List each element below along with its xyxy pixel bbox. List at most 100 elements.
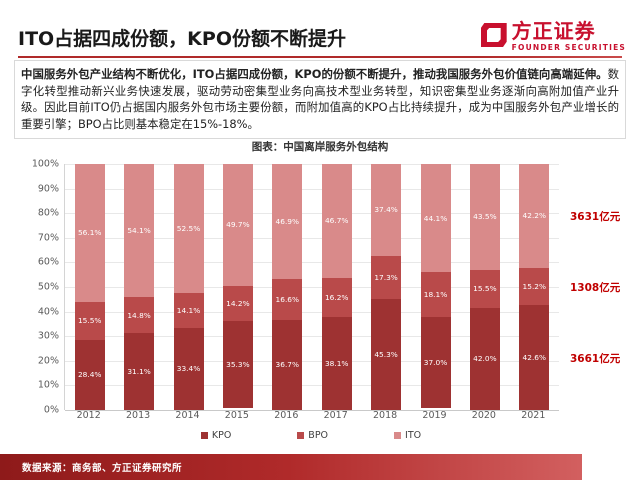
segment-kpo[interactable]: 36.7% [272, 319, 303, 410]
y-axis-tick: 70% [37, 232, 59, 244]
segment-kpo[interactable]: 31.1% [124, 333, 155, 410]
segment-kpo[interactable]: 37.0% [420, 317, 451, 409]
segment-ito[interactable]: 43.5% [469, 164, 500, 270]
segment-kpo[interactable]: 28.4% [74, 340, 105, 410]
footer-corner [582, 454, 640, 480]
segment-kpo[interactable]: 38.1% [321, 317, 352, 410]
segment-bpo[interactable]: 17.3% [371, 256, 402, 299]
y-axis-tick: 10% [37, 379, 59, 391]
legend-item-kpo[interactable]: KPO [200, 430, 232, 441]
bar-2014[interactable]: 52.5% 14.1% 33.4% [173, 164, 204, 410]
x-axis-tick: 2020 [471, 410, 496, 421]
segment-bpo[interactable]: 14.1% [173, 293, 204, 328]
segment-ito[interactable]: 46.9% [272, 164, 303, 280]
segment-value-label: 15.5% [77, 316, 102, 326]
segment-value-label: 43.5% [473, 212, 497, 222]
segment-kpo[interactable]: 35.3% [222, 321, 253, 408]
segment-bpo[interactable]: 16.2% [321, 277, 352, 318]
bar-2012[interactable]: 56.1% 15.5% 28.4% [74, 164, 105, 410]
segment-ito[interactable]: 49.7% [222, 164, 253, 287]
segment-value-label: 49.7% [226, 220, 250, 230]
gridline [65, 360, 559, 362]
segment-ito[interactable]: 56.1% [74, 164, 105, 302]
y-axis-tick: 90% [37, 183, 59, 195]
y-axis-tick: 60% [37, 256, 59, 268]
legend-item-bpo[interactable]: BPO [297, 430, 328, 441]
x-axis-tick: 2016 [274, 410, 299, 421]
y-axis-tick: 20% [37, 355, 59, 367]
logo-wordmark: 方正证券 FOUNDER SECURITIES [512, 21, 626, 52]
segment-bpo[interactable]: 15.2% [519, 267, 550, 306]
segment-value-label: 14.8% [127, 310, 151, 320]
y-axis-tick: 30% [37, 330, 59, 342]
page-title: ITO占据四成份额，KPO份额不断提升 [18, 28, 346, 50]
segment-bpo[interactable]: 14.2% [222, 286, 253, 322]
segment-value-label: 15.2% [522, 281, 547, 291]
x-axis-tick: 2012 [76, 410, 101, 421]
segment-bpo[interactable]: 15.5% [469, 269, 500, 308]
segment-value-label: 15.5% [473, 284, 497, 294]
logo-text-en: FOUNDER SECURITIES [511, 42, 626, 52]
segment-value-label: 46.7% [324, 216, 349, 226]
segment-bpo[interactable]: 18.1% [420, 272, 451, 317]
y-axis-tick: 100% [31, 158, 59, 170]
segment-value-label: 14.2% [226, 299, 250, 308]
legend-swatch-icon [200, 432, 208, 439]
x-axis-tick: 2015 [224, 410, 249, 421]
segment-kpo[interactable]: 42.0% [469, 307, 500, 410]
segment-ito[interactable]: 46.7% [321, 164, 352, 278]
segment-value-label: 35.3% [226, 359, 250, 369]
segment-bpo[interactable]: 16.6% [272, 279, 303, 320]
bar-2013[interactable]: 54.1% 14.8% 31.1% [124, 164, 155, 410]
summary-paragraph-box: 中国服务外包产业结构不断优化，ITO占据四成份额，KPO的份额不断提升，推动我国… [14, 60, 626, 139]
summary-lead: 中国服务外包产业结构不断优化，ITO占据四成份额，KPO的份额不断提升，推动我国… [21, 67, 608, 81]
segment-value-label: 42.2% [522, 211, 547, 221]
bar-2016[interactable]: 46.9% 16.6% 36.7% [272, 164, 303, 410]
gridline [65, 336, 559, 338]
segment-kpo[interactable]: 42.6% [519, 305, 550, 410]
segment-kpo[interactable]: 45.3% [371, 298, 402, 410]
bar-2019[interactable]: 44.1% 18.1% 37.0% [420, 164, 451, 410]
annotation-kpo: 3661亿元 [570, 352, 621, 365]
bar-2021[interactable]: 42.2% 15.2% 42.6% [519, 164, 550, 410]
segment-value-label: 37.0% [423, 357, 448, 367]
segment-bpo[interactable]: 15.5% [74, 302, 105, 341]
segment-value-label: 31.1% [127, 367, 151, 377]
stacked-bar-chart: 100% 90% 80% 70% 60% 50% 40% 30% 20% 10% 0% 56.1% 15… [22, 158, 621, 458]
segment-value-label: 37.4% [374, 205, 398, 215]
annotation-bpo: 1308亿元 [570, 281, 621, 294]
bar-2020[interactable]: 43.5% 15.5% 42.0% [469, 164, 500, 410]
segment-value-label: 33.4% [176, 364, 201, 374]
chart-caption: 图表：中国离岸服务外包结构 [251, 141, 389, 153]
source-note: 数据来源：商务部、方正证券研究所 [22, 463, 183, 474]
segment-ito[interactable]: 42.2% [519, 164, 550, 268]
segment-value-label: 38.1% [324, 358, 349, 368]
segment-value-label: 44.1% [423, 213, 448, 223]
segment-ito[interactable]: 52.5% [173, 164, 204, 294]
y-axis-tick: 40% [37, 306, 59, 318]
legend-item-ito[interactable]: ITO [394, 430, 421, 441]
annotation-ito: 3631亿元 [570, 210, 621, 223]
bar-2018[interactable]: 37.4% 17.3% 45.3% [371, 164, 402, 410]
summary-rest: 数字化转型推动新兴业务快速发展，驱动劳动密集型业务向高技术型业务转型，知识密集型… [21, 67, 619, 131]
legend-swatch-icon [394, 432, 402, 439]
chart-legend: KPO BPO ITO [64, 430, 558, 441]
segment-value-label: 46.9% [275, 216, 300, 226]
segment-ito[interactable]: 54.1% [124, 164, 155, 298]
legend-label: KPO [211, 430, 232, 441]
company-logo: 方正证券 FOUNDER SECURITIES [480, 16, 626, 56]
bar-2017[interactable]: 46.7% 16.2% 38.1% [321, 164, 352, 410]
segment-bpo[interactable]: 14.8% [124, 297, 155, 334]
gridline [65, 237, 559, 239]
segment-ito[interactable]: 44.1% [420, 164, 451, 273]
segment-ito[interactable]: 37.4% [371, 164, 402, 256]
bar-2015[interactable]: 49.7% 14.2% 35.3% [222, 164, 253, 410]
x-axis-tick: 2013 [126, 410, 151, 421]
segment-kpo[interactable]: 33.4% [173, 327, 204, 410]
segment-value-label: 56.1% [77, 228, 102, 238]
segment-value-label: 28.4% [77, 370, 102, 380]
gridline [65, 188, 559, 190]
gridline [65, 311, 559, 313]
x-axis-tick: 2014 [175, 410, 200, 421]
segment-value-label: 42.0% [473, 354, 497, 364]
